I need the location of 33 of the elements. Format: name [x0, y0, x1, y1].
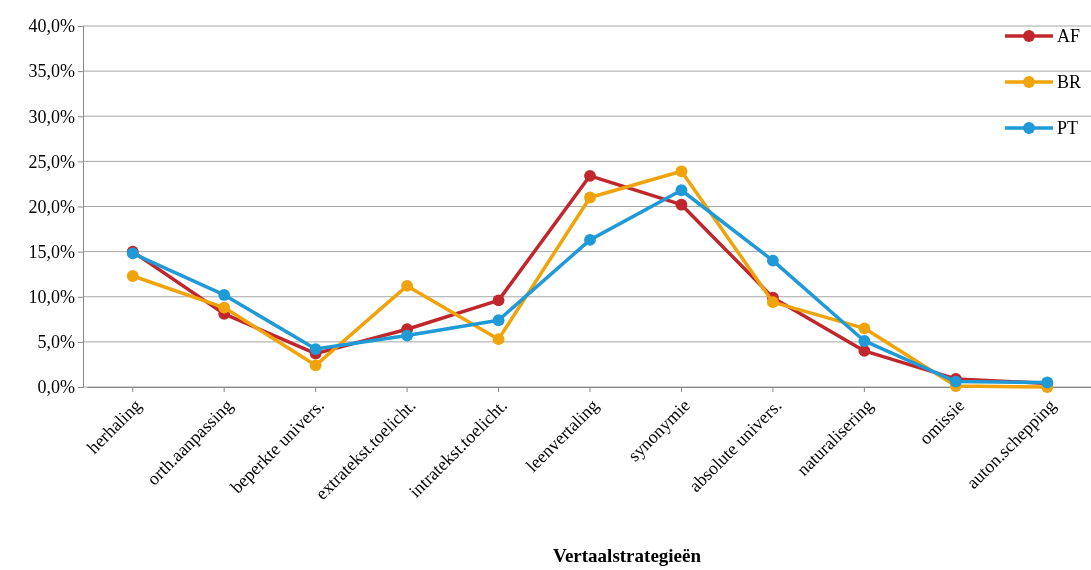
y-tick-label: 15,0%	[28, 241, 75, 262]
legend-label: AF	[1057, 26, 1081, 46]
point	[584, 169, 596, 182]
point	[858, 335, 871, 347]
point	[309, 343, 322, 355]
y-tick-label: 5,0%	[37, 332, 75, 353]
point	[675, 184, 688, 197]
y-tick-label: 20,0%	[28, 196, 75, 217]
point	[218, 301, 231, 314]
point	[401, 280, 414, 292]
point	[584, 233, 596, 246]
y-tick-label: 25,0%	[28, 151, 75, 172]
point	[126, 270, 139, 282]
point	[492, 314, 505, 327]
point	[766, 296, 779, 309]
point	[766, 254, 779, 267]
y-tick-label: 10,0%	[28, 287, 75, 308]
y-tick-label: 40,0%	[28, 16, 75, 37]
point	[492, 333, 505, 346]
point	[309, 359, 322, 372]
y-tick-label: 30,0%	[28, 106, 75, 127]
point	[218, 289, 231, 301]
y-tick-label: 35,0%	[28, 61, 75, 82]
point	[675, 165, 688, 178]
point	[858, 322, 871, 335]
point	[401, 329, 414, 342]
x-axis-title: Vertaalstrategieën	[552, 545, 702, 566]
point	[584, 191, 596, 204]
point	[492, 294, 505, 307]
legend-label: BR	[1057, 72, 1082, 92]
y-tick-label: 0,0%	[37, 377, 75, 398]
legend-label: PT	[1057, 118, 1079, 138]
point	[675, 198, 688, 211]
